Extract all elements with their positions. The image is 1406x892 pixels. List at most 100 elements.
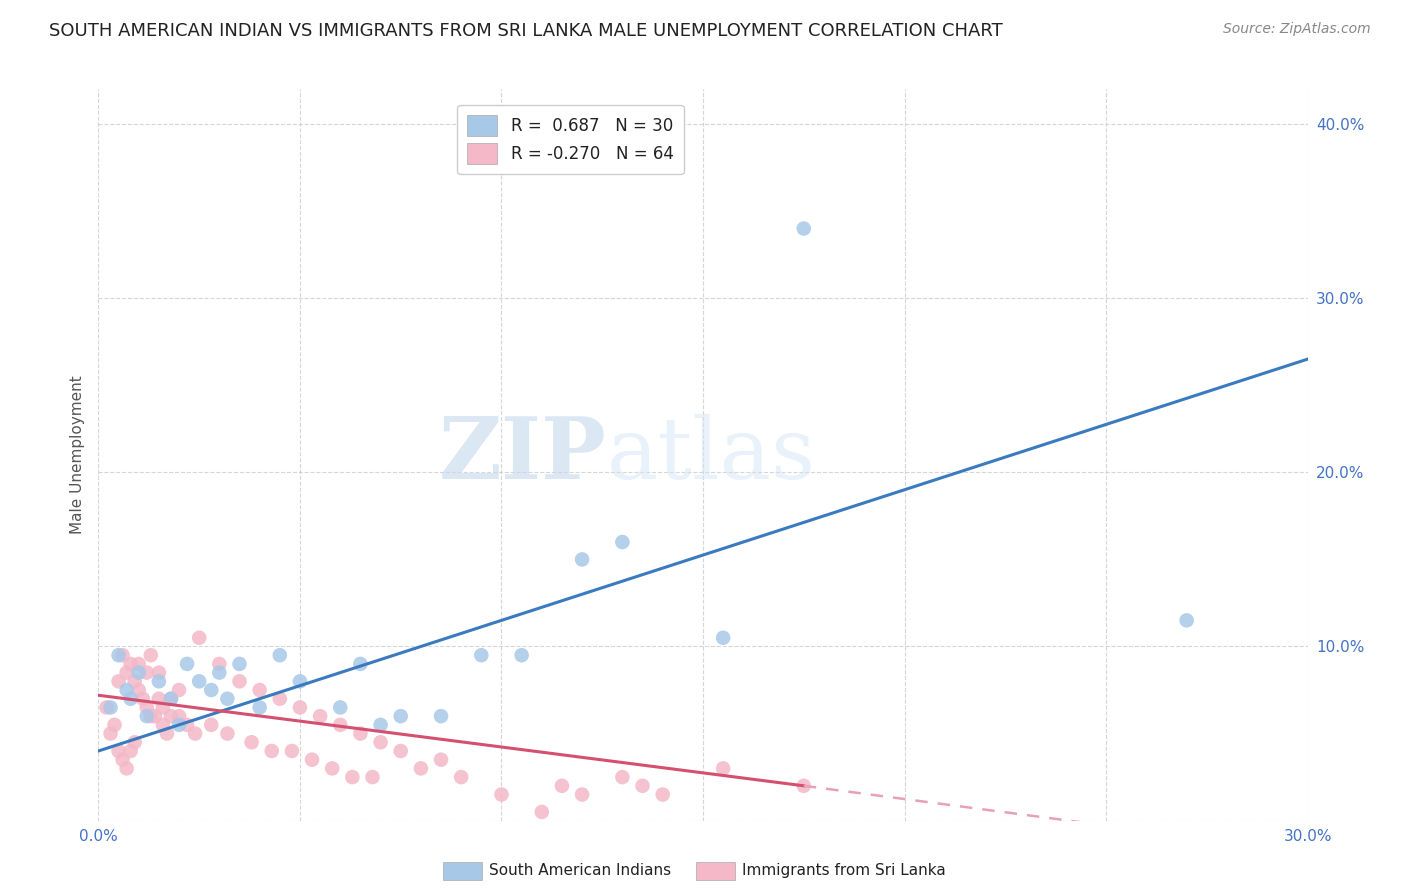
Point	[124, 735, 146, 749]
Point	[160, 691, 183, 706]
Point	[228, 657, 250, 671]
Point	[152, 718, 174, 732]
Point	[143, 709, 166, 723]
Point	[208, 665, 231, 680]
Point	[167, 718, 190, 732]
Point	[100, 726, 122, 740]
Point	[128, 683, 150, 698]
Point	[111, 648, 134, 663]
Point	[349, 657, 371, 671]
Point	[107, 648, 129, 663]
Y-axis label: Male Unemployment: Male Unemployment	[69, 376, 84, 534]
Point	[135, 709, 157, 723]
Point	[329, 700, 352, 714]
Point	[249, 683, 271, 698]
Point	[139, 648, 162, 663]
Point	[571, 788, 593, 802]
Point	[124, 674, 146, 689]
Point	[200, 718, 222, 732]
Point	[329, 718, 352, 732]
Point	[288, 674, 311, 689]
Text: Immigrants from Sri Lanka: Immigrants from Sri Lanka	[742, 863, 946, 878]
Point	[612, 770, 634, 784]
Point	[370, 718, 392, 732]
Point	[176, 718, 198, 732]
Point	[711, 761, 734, 775]
Point	[132, 691, 155, 706]
Point	[249, 700, 271, 714]
Point	[361, 770, 384, 784]
Point	[389, 744, 412, 758]
Text: SOUTH AMERICAN INDIAN VS IMMIGRANTS FROM SRI LANKA MALE UNEMPLOYMENT CORRELATION: SOUTH AMERICAN INDIAN VS IMMIGRANTS FROM…	[49, 22, 1002, 40]
Point	[148, 691, 170, 706]
Point	[107, 744, 129, 758]
Point	[217, 726, 239, 740]
Point	[612, 535, 634, 549]
Point	[651, 788, 673, 802]
Point	[470, 648, 492, 663]
Point	[349, 726, 371, 740]
Legend: R =  0.687   N = 30, R = -0.270   N = 64: R = 0.687 N = 30, R = -0.270 N = 64	[457, 105, 683, 174]
Point	[148, 665, 170, 680]
Point	[120, 744, 142, 758]
Point	[100, 700, 122, 714]
Point	[115, 761, 138, 775]
Point	[260, 744, 283, 758]
Point	[128, 665, 150, 680]
Point	[107, 674, 129, 689]
Point	[430, 753, 453, 767]
Point	[389, 709, 412, 723]
Point	[208, 657, 231, 671]
Point	[370, 735, 392, 749]
Point	[167, 709, 190, 723]
Point	[103, 718, 125, 732]
Point	[288, 700, 311, 714]
Point	[160, 709, 183, 723]
Point	[631, 779, 654, 793]
Point	[115, 683, 138, 698]
Point	[510, 648, 533, 663]
Point	[530, 805, 553, 819]
Point	[111, 753, 134, 767]
Point	[240, 735, 263, 749]
Point	[128, 657, 150, 671]
Point	[281, 744, 304, 758]
Point	[176, 657, 198, 671]
Point	[409, 761, 432, 775]
Point	[430, 709, 453, 723]
Point	[450, 770, 472, 784]
Point	[269, 648, 291, 663]
Point	[120, 691, 142, 706]
Point	[167, 683, 190, 698]
Point	[148, 674, 170, 689]
Point	[571, 552, 593, 566]
Text: Source: ZipAtlas.com: Source: ZipAtlas.com	[1223, 22, 1371, 37]
Point	[184, 726, 207, 740]
Point	[135, 700, 157, 714]
Point	[160, 691, 183, 706]
Point	[321, 761, 343, 775]
Point	[139, 709, 162, 723]
Text: South American Indians: South American Indians	[489, 863, 672, 878]
Point	[491, 788, 513, 802]
Point	[152, 700, 174, 714]
Text: ZIP: ZIP	[439, 413, 606, 497]
Point	[96, 700, 118, 714]
Point	[269, 691, 291, 706]
Point	[1175, 613, 1198, 627]
Point	[711, 631, 734, 645]
Point	[309, 709, 332, 723]
Point	[188, 631, 211, 645]
Text: atlas: atlas	[606, 413, 815, 497]
Point	[120, 657, 142, 671]
Point	[342, 770, 364, 784]
Point	[115, 665, 138, 680]
Point	[156, 726, 179, 740]
Point	[228, 674, 250, 689]
Point	[301, 753, 323, 767]
Point	[135, 665, 157, 680]
Point	[793, 221, 815, 235]
Point	[200, 683, 222, 698]
Point	[551, 779, 574, 793]
Point	[793, 779, 815, 793]
